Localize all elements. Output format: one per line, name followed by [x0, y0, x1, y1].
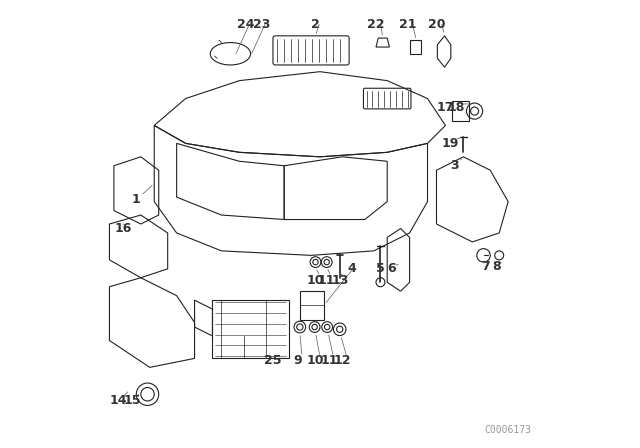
Text: 5: 5 [376, 262, 385, 276]
Text: 19: 19 [441, 137, 459, 150]
Text: 11: 11 [318, 273, 335, 287]
Text: 13: 13 [332, 273, 349, 287]
Text: 17: 17 [436, 101, 454, 114]
Text: 11: 11 [320, 354, 338, 367]
Text: 15: 15 [123, 394, 141, 408]
Text: 10: 10 [307, 273, 324, 287]
Text: 25: 25 [264, 354, 282, 367]
Text: 3: 3 [450, 159, 459, 172]
Text: 7: 7 [481, 260, 490, 273]
Text: 12: 12 [333, 354, 351, 367]
Text: 6: 6 [387, 262, 396, 276]
Text: 20: 20 [428, 18, 445, 31]
Text: 9: 9 [293, 354, 302, 367]
Text: 10: 10 [307, 354, 324, 367]
Text: 18: 18 [448, 101, 465, 114]
Text: C0006173: C0006173 [484, 425, 532, 435]
Text: 21: 21 [399, 18, 416, 31]
Text: 8: 8 [493, 260, 501, 273]
Text: 4: 4 [347, 262, 356, 276]
Text: 2: 2 [311, 18, 320, 31]
Text: 14: 14 [109, 394, 127, 408]
Text: 24: 24 [237, 18, 255, 31]
Text: 1: 1 [132, 193, 141, 206]
Text: 23: 23 [253, 18, 271, 31]
Text: 22: 22 [367, 18, 385, 31]
Text: 16: 16 [114, 222, 132, 235]
